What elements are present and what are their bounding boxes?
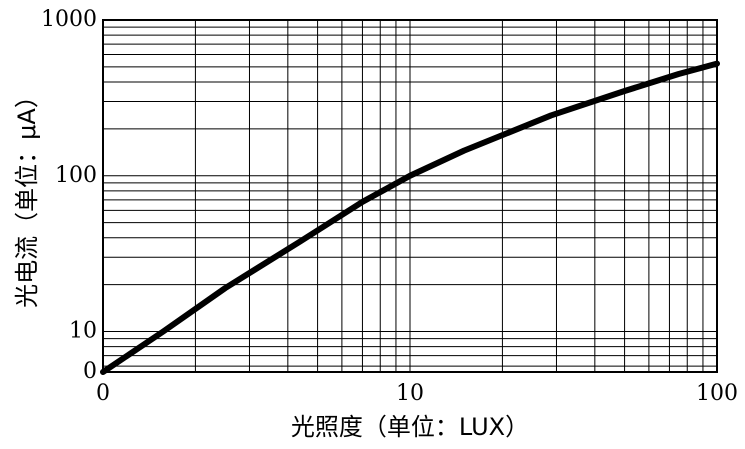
y-tick-label: 100: [55, 163, 97, 188]
data-line: [100, 60, 720, 375]
x-tick-label: 0: [96, 381, 110, 406]
plot-frame: [102, 19, 718, 373]
y-tick-label: 1000: [41, 7, 97, 32]
y-tick-label: 0: [83, 359, 97, 384]
y-tick-label: 10: [69, 319, 97, 344]
x-tick-label: 100: [696, 381, 738, 406]
x-tick-label: 10: [396, 381, 424, 406]
x-axis-label: 光照度（单位：LUX）: [291, 413, 529, 441]
y-axis-label: 光电流（单位：μA）: [13, 84, 41, 308]
